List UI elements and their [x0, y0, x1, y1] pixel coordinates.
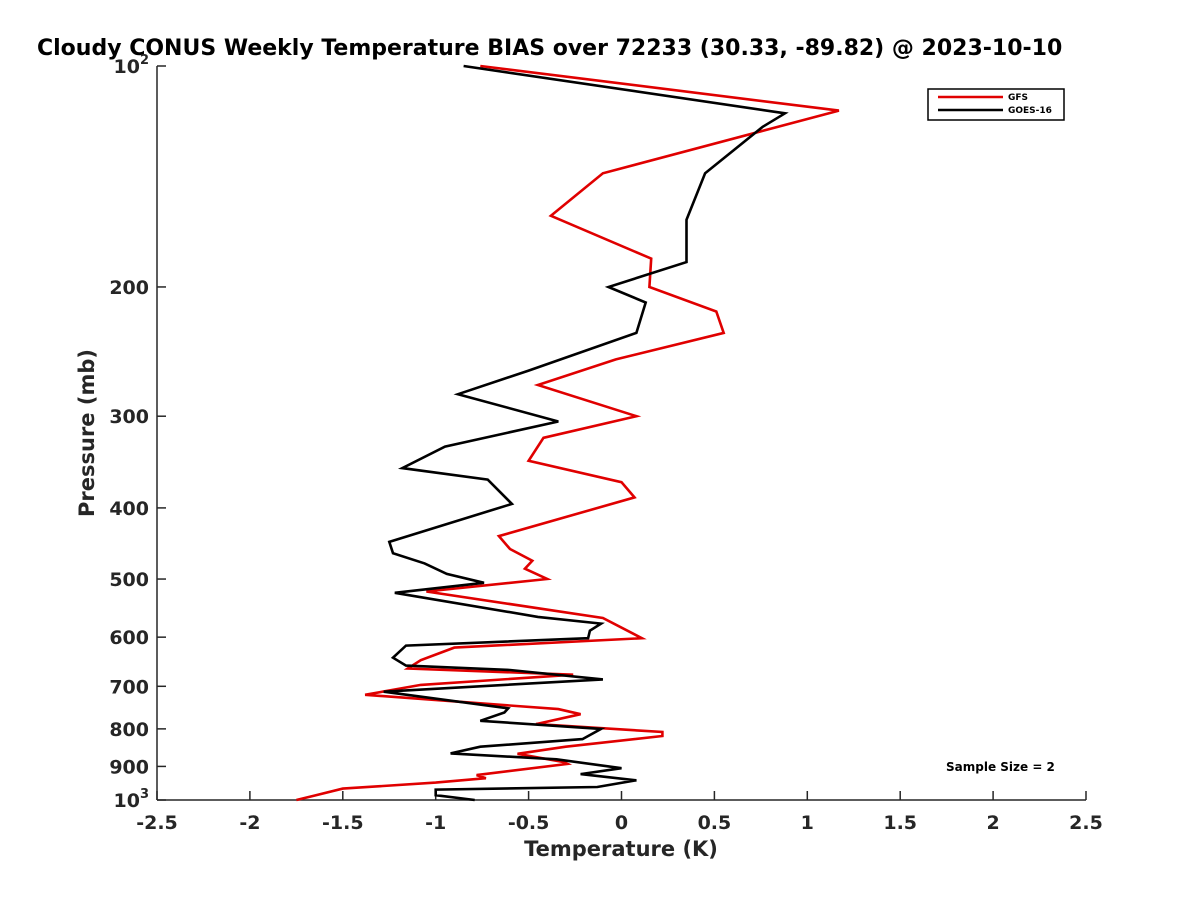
y-tick-base: 10 — [114, 790, 140, 812]
y-tick-label: 700 — [109, 676, 149, 698]
y-tick-label: 400 — [109, 498, 149, 520]
y-tick-label: 500 — [109, 569, 149, 591]
x-tick-label: -2.5 — [136, 812, 178, 834]
series-line-goes16 — [383, 64, 789, 802]
legend-label-goes16: GOES-16 — [1008, 106, 1052, 116]
y-tick-exponent: 2 — [140, 53, 149, 68]
x-tick-label: -2 — [239, 812, 260, 834]
x-tick-label: 1.5 — [883, 812, 917, 834]
x-tick-label: 0.5 — [698, 812, 732, 834]
x-tick-label: -1.5 — [322, 812, 364, 834]
y-tick-label: 300 — [109, 406, 149, 428]
y-tick-label: 103 — [114, 787, 150, 812]
y-tick-label: 102 — [114, 53, 150, 78]
x-tick-label: 2 — [986, 812, 999, 834]
y-tick-label: 600 — [109, 627, 149, 649]
y-axis-label: Pressure (mb) — [75, 349, 99, 517]
chart-title: Cloudy CONUS Weekly Temperature BIAS ove… — [37, 36, 1062, 61]
x-tick-label: -1 — [425, 812, 446, 834]
x-ticks: -2.5 -2 -1.5 -1 -0.5 0 0.5 1 1.5 2 2.5 — [136, 791, 1103, 834]
y-tick-exponent: 3 — [140, 787, 149, 802]
series-lines — [296, 64, 840, 802]
x-tick-label: 2.5 — [1069, 812, 1103, 834]
x-tick-label: 1 — [801, 812, 814, 834]
y-tick-label: 200 — [109, 277, 149, 299]
x-tick-label: -0.5 — [508, 812, 550, 834]
series-line-gfs — [296, 64, 840, 802]
legend-box — [927, 88, 1065, 121]
y-tick-label: 900 — [109, 756, 149, 778]
x-tick-label: 0 — [615, 812, 628, 834]
x-axis-label: Temperature (K) — [524, 837, 718, 861]
y-tick-base: 10 — [114, 56, 140, 78]
sample-size-annotation: Sample Size = 2 — [946, 760, 1055, 774]
legend-label-gfs: GFS — [1008, 93, 1028, 103]
y-tick-label: 800 — [109, 719, 149, 741]
legend: GFS GOES-16 — [927, 88, 1065, 121]
